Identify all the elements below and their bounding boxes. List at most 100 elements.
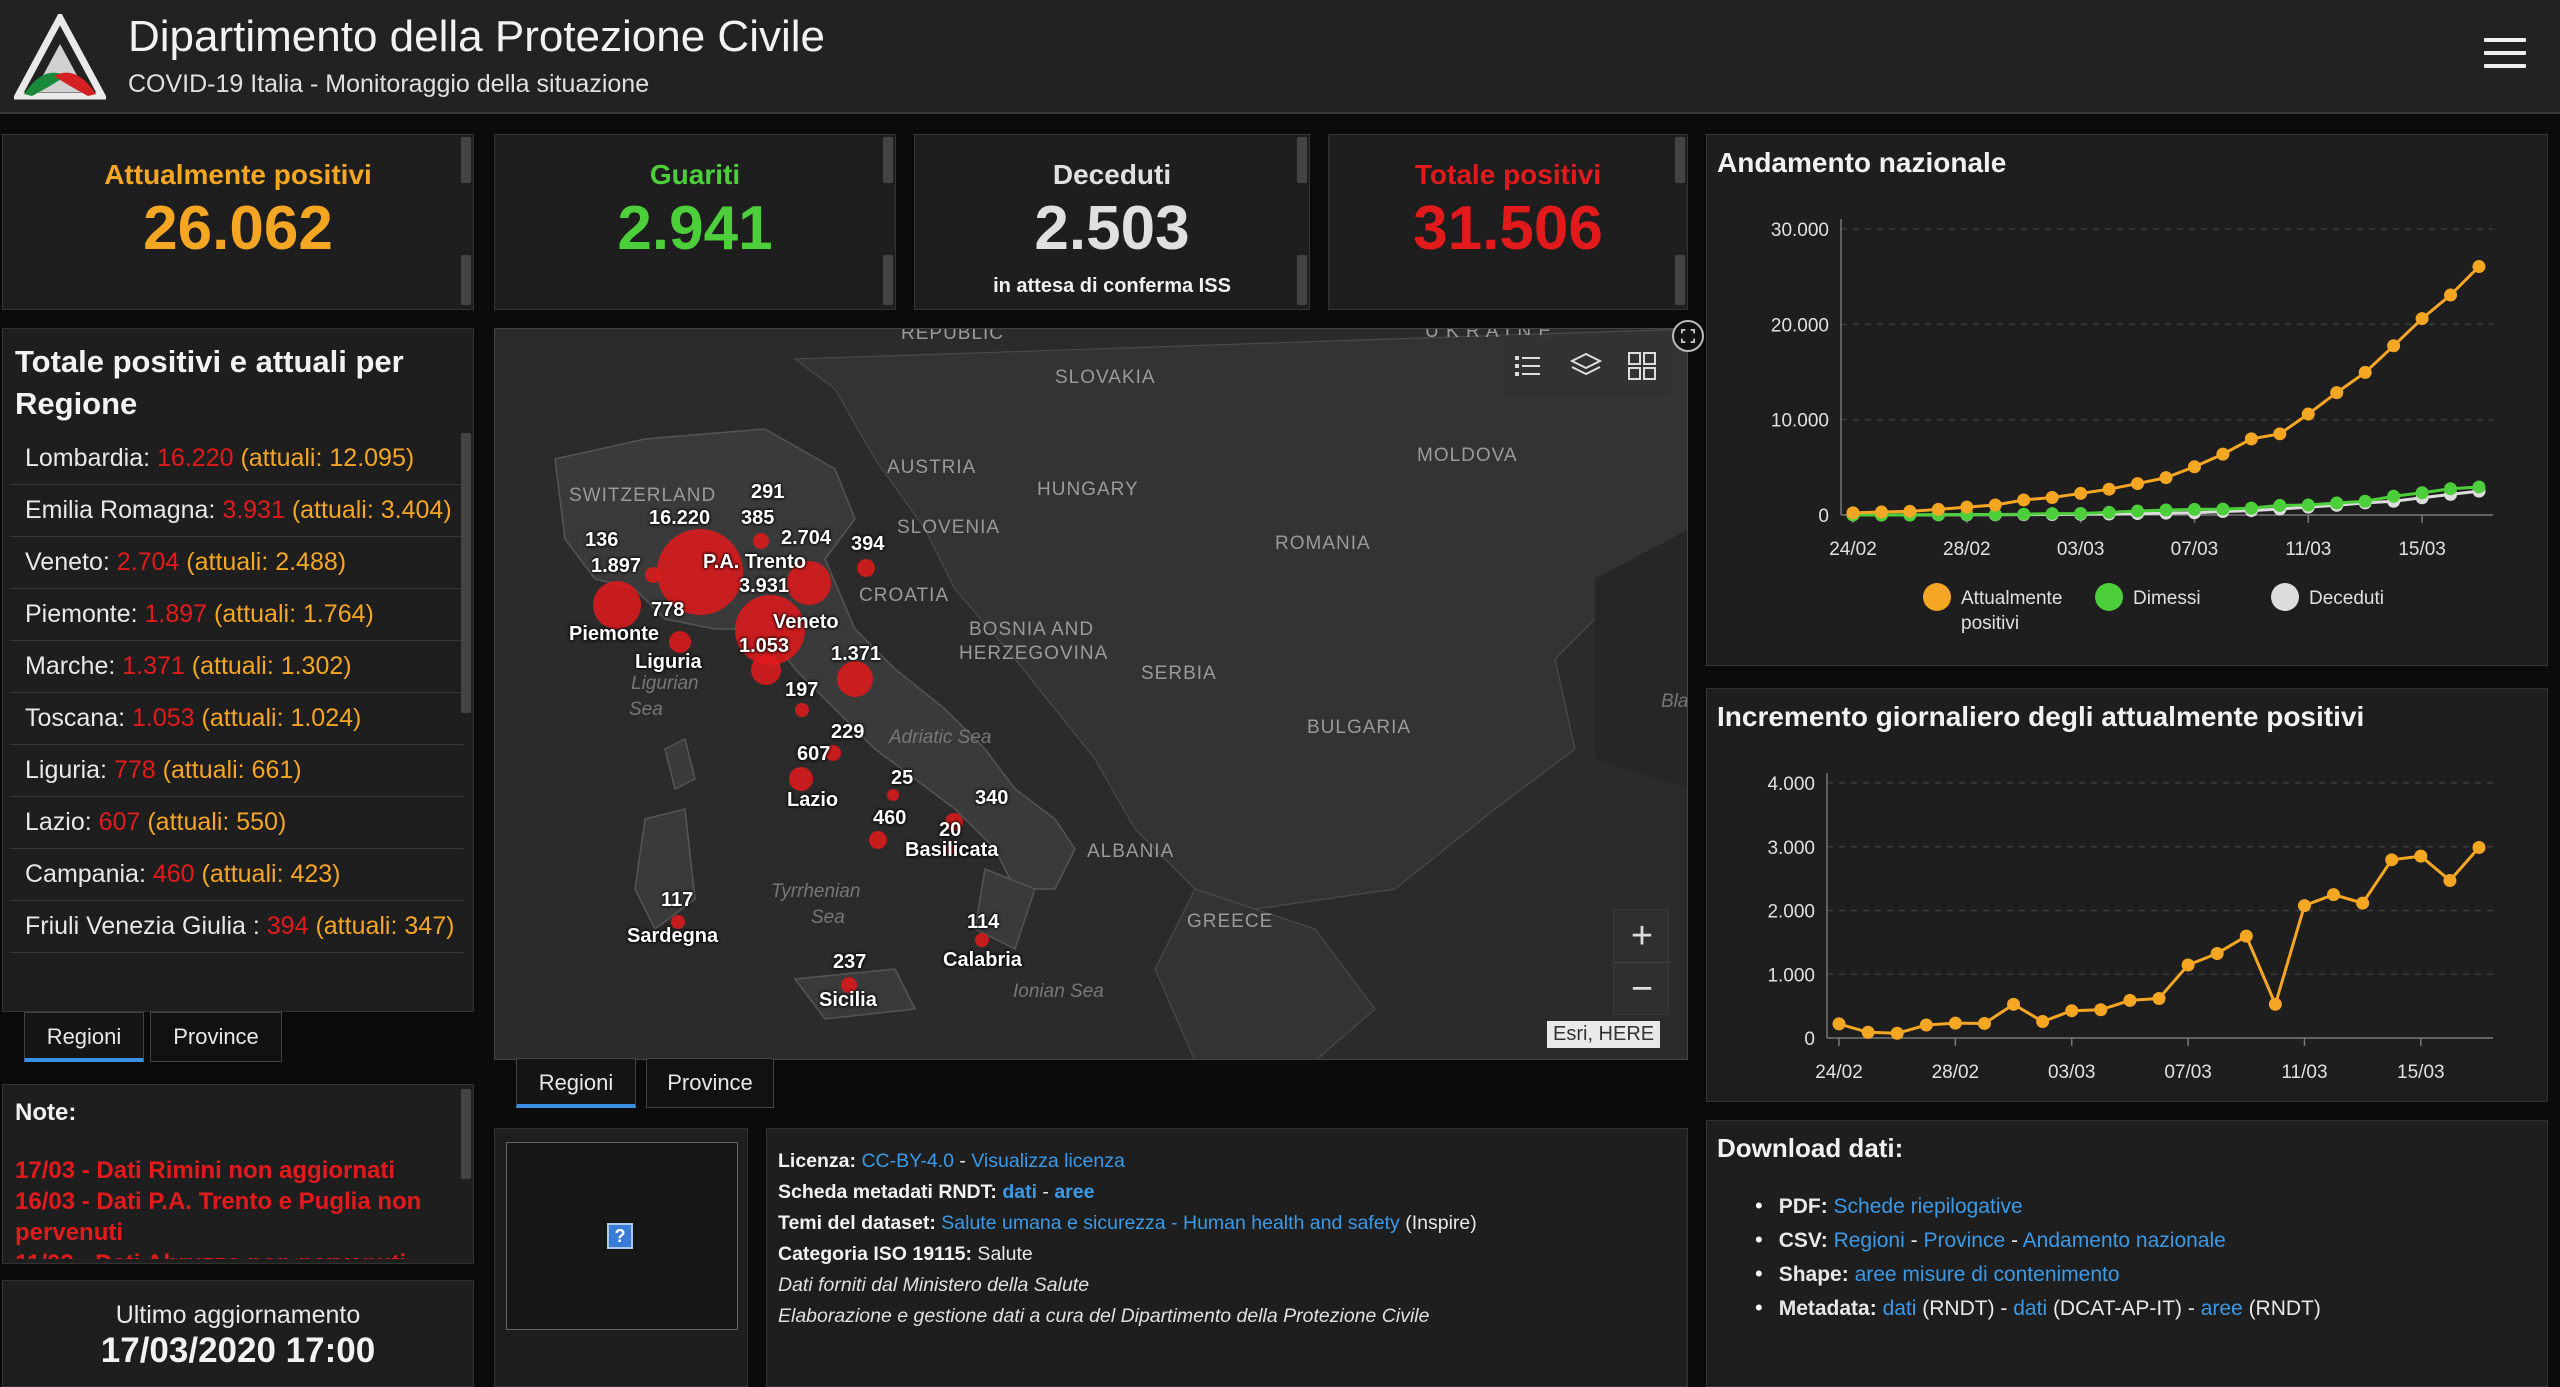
list-item[interactable]: Emilia Romagna: 3.931 (attuali: 3.404) bbox=[11, 485, 463, 537]
scrollbar[interactable] bbox=[1297, 255, 1307, 305]
data-point bbox=[2358, 365, 2372, 379]
chart-panel-incremento: Incremento giornaliero degli attualmente… bbox=[1706, 688, 2548, 1102]
pdf-link[interactable]: Schede riepilogative bbox=[1833, 1195, 2023, 1218]
data-point bbox=[2472, 840, 2486, 854]
list-item[interactable]: Marche: 1.371 (attuali: 1.302) bbox=[11, 641, 463, 693]
data-point bbox=[2017, 507, 2031, 521]
data-point bbox=[2330, 386, 2344, 400]
list-item[interactable]: Piemonte: 1.897 (attuali: 1.764) bbox=[11, 589, 463, 641]
series-line bbox=[1838, 846, 2481, 1035]
rndt-aree-link[interactable]: aree bbox=[1054, 1181, 1095, 1203]
map-bubble[interactable] bbox=[857, 559, 875, 577]
list-item[interactable]: Lombardia: 16.220 (attuali: 12.095) bbox=[11, 433, 463, 485]
map-bubble[interactable] bbox=[975, 933, 989, 947]
map-bubble[interactable] bbox=[887, 789, 899, 801]
legend-list-icon[interactable] bbox=[1511, 349, 1545, 383]
map-bubble[interactable] bbox=[869, 831, 887, 849]
list-item[interactable]: Toscana: 1.053 (attuali: 1.024) bbox=[11, 693, 463, 745]
map-bubble[interactable] bbox=[753, 533, 769, 549]
zoom-in-button[interactable]: + bbox=[1630, 915, 1654, 957]
region-panel-title: Totale positivi e attuali per Regione bbox=[15, 344, 404, 421]
map-attribution[interactable]: Esri, HERE bbox=[1547, 1021, 1661, 1048]
map-bubble[interactable] bbox=[841, 977, 857, 993]
tab-regioni[interactable]: Regioni bbox=[24, 1012, 144, 1062]
temi-link[interactable]: Salute umana e sicurezza - Human health … bbox=[941, 1212, 1400, 1234]
list-item[interactable]: Campania: 460 (attuali: 423) bbox=[11, 849, 463, 901]
stat-value: 2.503 bbox=[1034, 194, 1190, 263]
scrollbar[interactable] bbox=[883, 137, 893, 183]
map-tab-province[interactable]: Province bbox=[646, 1058, 774, 1108]
map-view[interactable]: REPUBLIC SLOVAKIA AUSTRIA HUNGARY MOLDOV… bbox=[494, 328, 1688, 1060]
download-metadata: Metadata: dati (RNDT) - dati (DCAT-AP-IT… bbox=[1755, 1291, 2321, 1325]
metadata-panel bbox=[766, 1128, 1688, 1387]
stat-card-totale-positivi: Totale positivi 31.506 bbox=[1328, 134, 1688, 310]
rndt-dati-link[interactable]: dati bbox=[1002, 1181, 1037, 1203]
scrollbar[interactable] bbox=[1297, 137, 1307, 183]
map-sea-label: Tyrrhenian bbox=[771, 881, 861, 902]
list-item[interactable]: Lazio: 607 (attuali: 550) bbox=[11, 797, 463, 849]
map-bubble[interactable] bbox=[945, 845, 955, 855]
visualizza-licenza-link[interactable]: Visualizza licenza bbox=[971, 1150, 1125, 1172]
list-item[interactable]: Veneto: 2.704 (attuali: 2.488) bbox=[11, 537, 463, 589]
legend-label: Deceduti bbox=[2309, 588, 2384, 609]
tab-province[interactable]: Province bbox=[150, 1012, 282, 1062]
scrollbar[interactable] bbox=[461, 255, 471, 305]
map-value-label: 16.220 bbox=[649, 507, 711, 529]
zoom-out-button[interactable]: − bbox=[1614, 962, 1670, 1014]
hamburger-menu-icon[interactable] bbox=[2484, 38, 2526, 72]
map-value-label: 20 bbox=[939, 819, 962, 841]
map-bubble[interactable] bbox=[657, 529, 743, 615]
stat-note: in attesa di conferma ISS bbox=[993, 275, 1231, 297]
scrollbar[interactable] bbox=[1675, 137, 1685, 183]
licenza-link[interactable]: CC-BY-4.0 bbox=[861, 1150, 954, 1172]
scrollbar[interactable] bbox=[883, 255, 893, 305]
expand-icon[interactable] bbox=[1672, 320, 1704, 352]
map-bubble[interactable] bbox=[669, 631, 691, 653]
map-country-label: GREECE bbox=[1187, 911, 1274, 932]
map-bubble[interactable] bbox=[825, 745, 841, 761]
map-sea-label: Ligurian bbox=[631, 673, 699, 694]
map-bubble[interactable] bbox=[735, 595, 805, 665]
map-bubble[interactable] bbox=[787, 561, 831, 605]
scrollbar[interactable] bbox=[461, 433, 471, 713]
csv-province-link[interactable]: Province bbox=[1923, 1229, 2006, 1252]
note-line: 16/03 - Dati P.A. Trento e Puglia non pe… bbox=[15, 1188, 422, 1246]
csv-regioni-link[interactable]: Regioni bbox=[1833, 1229, 1905, 1252]
list-item[interactable]: Friuli Venezia Giulia : 394 (attuali: 34… bbox=[11, 901, 463, 953]
map-country-label: SLOVENIA bbox=[897, 517, 1001, 538]
data-point bbox=[2443, 874, 2457, 888]
scrollbar[interactable] bbox=[461, 1089, 471, 1179]
map-bubble[interactable] bbox=[645, 567, 661, 583]
data-point bbox=[2152, 991, 2166, 1005]
map-bubble[interactable] bbox=[751, 655, 781, 685]
map-bubble[interactable] bbox=[945, 813, 963, 831]
map-bubble[interactable] bbox=[795, 703, 809, 717]
y-tick-label: 20.000 bbox=[1771, 315, 1829, 336]
map-bubble[interactable] bbox=[593, 581, 641, 629]
thumbnail-frame: ? bbox=[506, 1142, 738, 1330]
map-bubble[interactable] bbox=[671, 915, 685, 929]
list-item[interactable]: Liguria: 778 (attuali: 661) bbox=[11, 745, 463, 797]
meta-aree-link[interactable]: aree bbox=[2200, 1297, 2243, 1320]
notes-body: 17/03 - Dati Rimini non aggiornati 16/03… bbox=[15, 1155, 455, 1259]
shape-link[interactable]: aree misure di contenimento bbox=[1854, 1263, 2120, 1286]
basemap-gallery-icon[interactable] bbox=[1625, 349, 1659, 383]
map-bubble[interactable] bbox=[837, 661, 873, 697]
scrollbar[interactable] bbox=[1675, 255, 1685, 305]
layers-icon[interactable] bbox=[1569, 349, 1603, 383]
map-tab-regioni[interactable]: Regioni bbox=[516, 1058, 636, 1108]
map-value-label: P.A. Trento bbox=[703, 551, 806, 573]
x-tick-label: 15/03 bbox=[2397, 1062, 2445, 1083]
download-panel: Download dati: PDF: Schede riepilogative… bbox=[1706, 1120, 2548, 1387]
csv-andamento-link[interactable]: Andamento nazionale bbox=[2022, 1229, 2226, 1252]
stat-card-deceduti: Deceduti 2.503 in attesa di conferma ISS bbox=[914, 134, 1310, 310]
map-bubble[interactable] bbox=[789, 767, 813, 791]
scrollbar[interactable] bbox=[461, 137, 471, 183]
data-point bbox=[2356, 896, 2370, 910]
legend-label: Dimessi bbox=[2133, 588, 2201, 609]
meta-dati-rndt-link[interactable]: dati bbox=[1882, 1297, 1917, 1320]
meta-dati-dcat-link[interactable]: dati bbox=[2013, 1297, 2048, 1320]
data-point bbox=[2007, 997, 2021, 1011]
x-tick-label: 11/03 bbox=[2281, 1062, 2327, 1083]
map-value-label: 229 bbox=[831, 721, 865, 743]
